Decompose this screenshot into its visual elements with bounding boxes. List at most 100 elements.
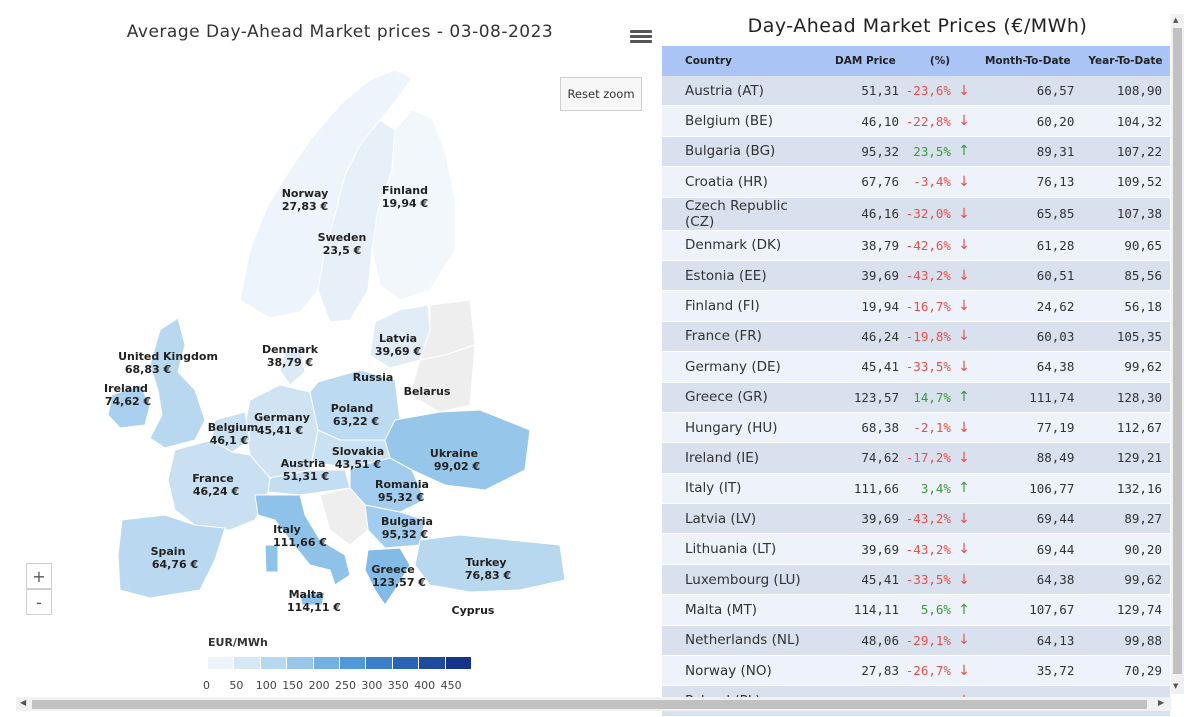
cell-dam-price: 51,31 xyxy=(821,76,905,106)
legend-swatch xyxy=(366,657,392,669)
map-title: Average Day-Ahead Market prices - 03-08-… xyxy=(100,22,580,42)
legend-swatch xyxy=(234,657,260,669)
arrow-up-icon: ↑ xyxy=(953,136,975,166)
color-legend-bar xyxy=(208,657,472,669)
cell-pct-change: -26,7% xyxy=(905,656,953,686)
map-label-romania: Romania 95,32 € xyxy=(375,478,429,504)
col-header-ytd[interactable]: Year-To-Date xyxy=(1078,46,1170,76)
cell-year-to-date: 112,67 xyxy=(1078,412,1170,442)
cell-month-to-date: 106,77 xyxy=(975,473,1078,503)
cell-month-to-date: 61,28 xyxy=(975,230,1078,260)
table-row: Latvia (LV) 39,69 -43,2% ↓ 69,44 89,27 xyxy=(662,504,1170,534)
table-row: Greece (GR) 123,57 14,7% ↑ 111,74 128,30 xyxy=(662,382,1170,412)
cell-pct-change: 3,4% xyxy=(905,473,953,503)
cell-pct-change: 14,7% xyxy=(905,382,953,412)
cell-month-to-date: 69,44 xyxy=(975,534,1078,564)
cell-year-to-date: 89,27 xyxy=(1078,504,1170,534)
cell-pct-change: -42,6% xyxy=(905,230,953,260)
table-row: Lithuania (LT) 39,69 -43,2% ↓ 69,44 90,20 xyxy=(662,534,1170,564)
cell-pct-change: -43,2% xyxy=(905,260,953,290)
horizontal-scroll-thumb[interactable] xyxy=(32,700,1147,709)
zoom-out-button[interactable]: - xyxy=(26,589,52,615)
chart-menu-icon[interactable] xyxy=(630,28,652,48)
map-region-sardinia xyxy=(265,545,278,572)
legend-tick-label: 400 xyxy=(414,679,435,692)
scroll-down-icon[interactable]: ▼ xyxy=(1173,682,1178,690)
map-region-uk xyxy=(150,318,205,448)
map-label-germany: Germany 45,41 € xyxy=(254,411,310,437)
map-label-france: France 46,24 € xyxy=(192,472,239,498)
cell-pct-change: -29,1% xyxy=(905,625,953,655)
cell-month-to-date: 60,03 xyxy=(975,321,1078,351)
cell-dam-price: 114,11 xyxy=(821,595,905,625)
legend-swatch xyxy=(287,657,313,669)
cell-pct-change: -33,5% xyxy=(905,564,953,594)
scroll-up-icon[interactable]: ▲ xyxy=(1173,16,1178,24)
cell-country: Netherlands (NL) xyxy=(662,625,821,655)
vertical-scrollbar[interactable]: ▲ ▼ xyxy=(1171,14,1184,694)
cell-year-to-date: 99,88 xyxy=(1078,625,1170,655)
legend-tick-label: 450 xyxy=(441,679,462,692)
table-row: Netherlands (NL) 48,06 -29,1% ↓ 64,13 99,88 xyxy=(662,625,1170,655)
map-label-finland: Finland 19,94 € xyxy=(382,184,428,210)
cell-pct-change: -22,8% xyxy=(905,106,953,136)
cell-country: Estonia (EE) xyxy=(662,260,821,290)
cell-month-to-date: 77,19 xyxy=(975,412,1078,442)
cell-year-to-date: 107,38 xyxy=(1078,197,1170,230)
legend-swatch xyxy=(208,657,234,669)
table-row: Norway (NO) 27,83 -26,7% ↓ 35,72 70,29 xyxy=(662,656,1170,686)
cell-dam-price: 19,94 xyxy=(821,291,905,321)
zoom-in-button[interactable]: + xyxy=(26,563,52,589)
cell-dam-price: 95,32 xyxy=(821,136,905,166)
cell-pct-change: -19,8% xyxy=(905,321,953,351)
cell-month-to-date: 69,44 xyxy=(975,504,1078,534)
prices-table: Country DAM Price (%) Month-To-Date Year… xyxy=(662,46,1170,717)
cell-dam-price: 27,83 xyxy=(821,656,905,686)
cell-month-to-date: 76,13 xyxy=(975,167,1078,197)
table-row: Belgium (BE) 46,10 -22,8% ↓ 60,20 104,32 xyxy=(662,106,1170,136)
table-row: Italy (IT) 111,66 3,4% ↑ 106,77 132,16 xyxy=(662,473,1170,503)
horizontal-scrollbar[interactable]: ◀ ▶ xyxy=(16,697,1171,711)
cell-year-to-date: 70,29 xyxy=(1078,656,1170,686)
cell-year-to-date: 90,65 xyxy=(1078,230,1170,260)
legend-tick-label: 0 xyxy=(203,679,210,692)
map-label-poland: Poland 63,22 € xyxy=(331,402,379,428)
map-label-denmark: Denmark 38,79 € xyxy=(262,343,319,369)
map-label-bulgaria: Bulgaria 95,32 € xyxy=(381,515,433,541)
map-label-belarus: Belarus xyxy=(404,385,451,398)
cell-pct-change: -43,2% xyxy=(905,534,953,564)
scroll-left-icon[interactable]: ◀ xyxy=(20,698,26,707)
arrow-down-icon: ↓ xyxy=(953,167,975,197)
cell-dam-price: 67,76 xyxy=(821,167,905,197)
europe-map[interactable]: Norway 27,83 € Finland 19,94 € Sweden 23,5 … xyxy=(0,55,660,625)
scroll-right-icon[interactable]: ▶ xyxy=(1158,698,1164,707)
cell-dam-price: 46,24 xyxy=(821,321,905,351)
table-title: Day-Ahead Market Prices (€/MWh) xyxy=(665,15,1170,37)
cell-pct-change: 5,6% xyxy=(905,595,953,625)
map-label-russia: Russia xyxy=(353,371,394,384)
cell-country: Germany (DE) xyxy=(662,352,821,382)
table-row: Luxembourg (LU) 45,41 -33,5% ↓ 64,38 99,62 xyxy=(662,564,1170,594)
cell-pct-change: -16,7% xyxy=(905,291,953,321)
cell-month-to-date: 64,38 xyxy=(975,352,1078,382)
cell-country: Hungary (HU) xyxy=(662,412,821,442)
cell-country: Italy (IT) xyxy=(662,473,821,503)
table-row: Bulgaria (BG) 95,32 23,5% ↑ 89,31 107,22 xyxy=(662,136,1170,166)
legend-swatch xyxy=(261,657,287,669)
cell-dam-price: 68,38 xyxy=(821,412,905,442)
cell-month-to-date: 66,57 xyxy=(975,76,1078,106)
cell-month-to-date: 60,51 xyxy=(975,260,1078,290)
col-header-pct[interactable]: (%) xyxy=(905,46,975,76)
cell-year-to-date: 128,30 xyxy=(1078,382,1170,412)
arrow-down-icon: ↓ xyxy=(953,260,975,290)
cell-country: Ireland (IE) xyxy=(662,443,821,473)
cell-year-to-date: 108,90 xyxy=(1078,76,1170,106)
vertical-scroll-thumb[interactable] xyxy=(1173,28,1182,674)
legend-tick-label: 150 xyxy=(282,679,303,692)
col-header-dam[interactable]: DAM Price xyxy=(821,46,905,76)
cell-year-to-date: 132,16 xyxy=(1078,473,1170,503)
cell-pct-change: -2,1% xyxy=(905,412,953,442)
arrow-down-icon: ↓ xyxy=(953,534,975,564)
col-header-mtd[interactable]: Month-To-Date xyxy=(975,46,1078,76)
col-header-country[interactable]: Country xyxy=(662,46,821,76)
